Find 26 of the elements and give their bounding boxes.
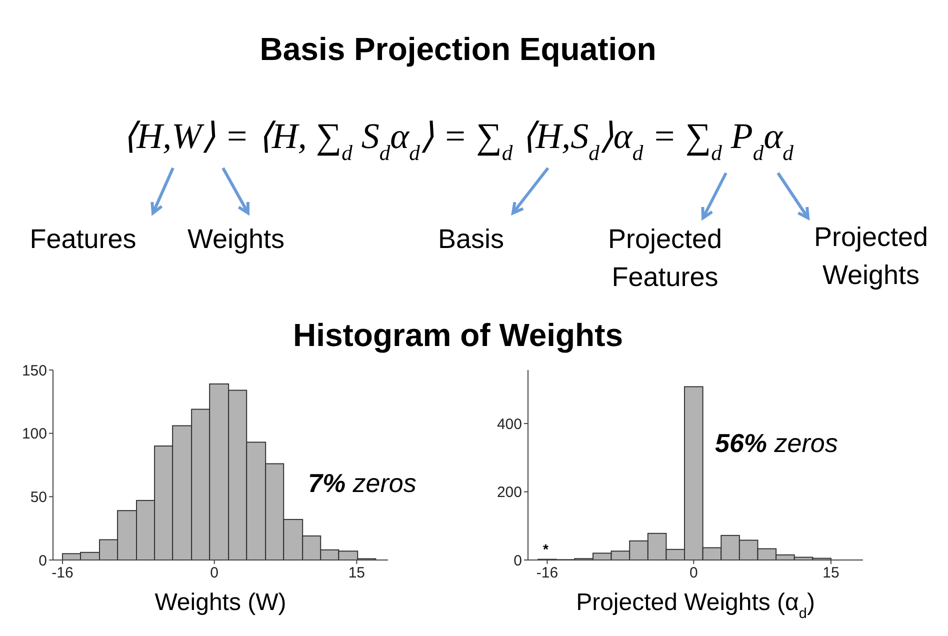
- text: ⟨H,W⟩ = ⟨H, ∑$_{d}$ S$_{d}$α$_{d}$⟩ = ∑$_{d}$ ⟨H,S$_{d}$⟩α$_{d}$ = ∑$_{d}$ P$_{d}$α$_{d}$: [122, 116, 794, 165]
- text: Features: [30, 224, 136, 254]
- text: Basis: [438, 224, 504, 254]
- x-tick-label: 15: [822, 564, 840, 582]
- x-axis-title: Projected Weights (α$_{d}$): [576, 589, 815, 622]
- x-tick-label: -16: [536, 564, 558, 582]
- y-tick-label: 100: [22, 426, 47, 443]
- y-tick-label: 200: [496, 484, 522, 502]
- text: Projected Features: [608, 224, 722, 292]
- annotation: 56% zeros: [715, 428, 838, 458]
- text: Projected Weights: [814, 222, 928, 290]
- text: Histogram of Weights: [292, 317, 624, 353]
- y-tick-label: 50: [30, 488, 47, 506]
- annotation: *: [543, 541, 548, 557]
- x-tick-label: -16: [52, 564, 74, 582]
- x-tick-label: 0: [690, 564, 698, 582]
- annotation: 7% zeros: [308, 468, 416, 498]
- y-tick-label: 400: [496, 416, 522, 433]
- x-axis-title: Weights (W): [154, 589, 286, 616]
- x-tick-label: 0: [210, 564, 219, 582]
- y-tick-label: 0: [514, 552, 522, 570]
- x-tick-label: 15: [348, 564, 366, 582]
- text: Basis Projection Equation: [260, 31, 656, 67]
- y-tick-label: 150: [22, 362, 47, 380]
- y-tick-label: 0: [38, 552, 47, 570]
- text: Weights: [187, 224, 285, 254]
